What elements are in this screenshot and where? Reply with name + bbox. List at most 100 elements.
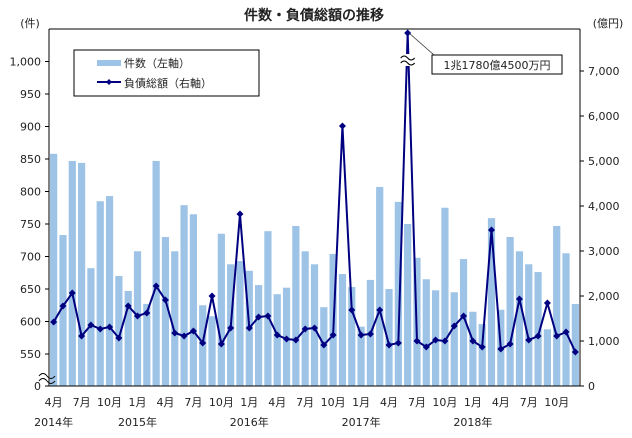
peak-annotation-text: 1兆1780億4500万円: [444, 59, 551, 72]
x-tick-label: 1月: [464, 396, 482, 409]
x-tick-label: 7月: [73, 396, 91, 409]
legend-line-label: 負債総額（右軸）: [124, 76, 212, 90]
bar: [189, 214, 197, 386]
year-label: 2014年: [34, 415, 73, 429]
bar: [273, 294, 281, 386]
bar: [78, 162, 86, 386]
year-label: 2015年: [118, 415, 157, 429]
bar: [96, 201, 104, 386]
line-marker: [515, 295, 523, 303]
line-marker: [543, 299, 551, 307]
bar: [515, 251, 524, 386]
line-marker: [320, 341, 328, 349]
bar: [152, 160, 160, 386]
line-marker: [227, 324, 235, 332]
x-tick-label: 1月: [129, 396, 147, 409]
x-tick-label: 10月: [432, 396, 457, 409]
line-marker: [311, 324, 318, 332]
line-marker: [329, 331, 337, 339]
bar: [59, 235, 67, 386]
line-marker: [50, 318, 58, 326]
line-marker: [134, 312, 141, 320]
line-marker: [460, 312, 468, 320]
line-marker: [264, 312, 272, 320]
line-marker: [348, 306, 356, 314]
line-marker: [357, 331, 365, 339]
line-marker: [171, 329, 179, 337]
line-marker: [497, 345, 505, 353]
line-marker: [292, 336, 300, 344]
line-marker: [106, 323, 114, 331]
axis-break-icon: [38, 373, 56, 384]
peak-annotation: 1兆1780億4500万円: [408, 32, 563, 75]
bar: [357, 326, 365, 386]
left-tick-label: 0: [34, 380, 41, 393]
bar: [450, 292, 458, 386]
line-marker: [59, 302, 67, 310]
bar: [506, 237, 514, 386]
bar: [376, 186, 384, 386]
line-marker: [478, 343, 486, 351]
line-marker: [376, 306, 384, 314]
line-marker: [562, 328, 570, 336]
line-marker: [96, 325, 104, 333]
line-marker: [301, 325, 309, 333]
line-marker: [124, 302, 132, 310]
right-tick-label: 0: [588, 380, 595, 393]
right-tick-label: 4,000: [588, 200, 620, 213]
bar: [404, 224, 412, 386]
line-marker: [161, 296, 169, 304]
x-tick-label: 1月: [240, 396, 258, 409]
x-tick-label: 4月: [268, 396, 286, 409]
line-marker: [404, 29, 412, 37]
bar: [236, 261, 244, 386]
bar: [338, 274, 347, 386]
left-tick-label: 850: [20, 153, 41, 166]
left-tick-label: 950: [20, 88, 41, 101]
bar: [469, 311, 477, 386]
bar: [171, 251, 179, 386]
year-label: 2016年: [230, 415, 269, 429]
bar: [255, 285, 263, 386]
bar: [180, 205, 188, 386]
line-marker: [152, 282, 160, 290]
right-tick-label: 6,000: [588, 110, 620, 123]
right-tick-label: 2,000: [588, 290, 620, 303]
legend-diamond-marker: [106, 79, 112, 85]
left-tick-label: 800: [20, 186, 41, 199]
bar: [534, 272, 542, 386]
line-marker: [422, 343, 430, 351]
legend-bar-swatch: [97, 60, 121, 66]
bar: [217, 233, 225, 386]
line-marker: [87, 321, 95, 329]
x-tick-label: 10月: [97, 396, 122, 409]
x-tick-label: 4月: [156, 396, 174, 409]
bar: [143, 303, 151, 386]
line-marker: [255, 313, 263, 321]
line-marker: [283, 335, 291, 343]
bar: [422, 279, 430, 386]
x-tick-label: 7月: [408, 396, 426, 409]
line-marker: [208, 292, 216, 300]
bar: [441, 207, 449, 386]
line-marker: [236, 210, 244, 218]
bar: [459, 259, 468, 386]
line-marker: [189, 327, 197, 335]
bar: [553, 225, 561, 386]
bar: [264, 231, 272, 386]
line-marker: [525, 336, 533, 344]
bar: [562, 253, 570, 386]
x-tick-label: 4月: [492, 396, 510, 409]
bar: [571, 303, 579, 386]
right-tick-label: 1,000: [588, 335, 620, 348]
legend: 件数（左軸） 負債総額（右軸）: [73, 49, 260, 97]
line-marker: [571, 348, 579, 356]
line-marker: [273, 331, 281, 339]
year-label: 2017年: [342, 415, 381, 429]
x-tick-label: 10月: [209, 396, 234, 409]
bar: [487, 218, 496, 386]
x-tick-label: 7月: [520, 396, 538, 409]
line-marker: [115, 334, 123, 342]
x-tick-label: 7月: [184, 396, 202, 409]
